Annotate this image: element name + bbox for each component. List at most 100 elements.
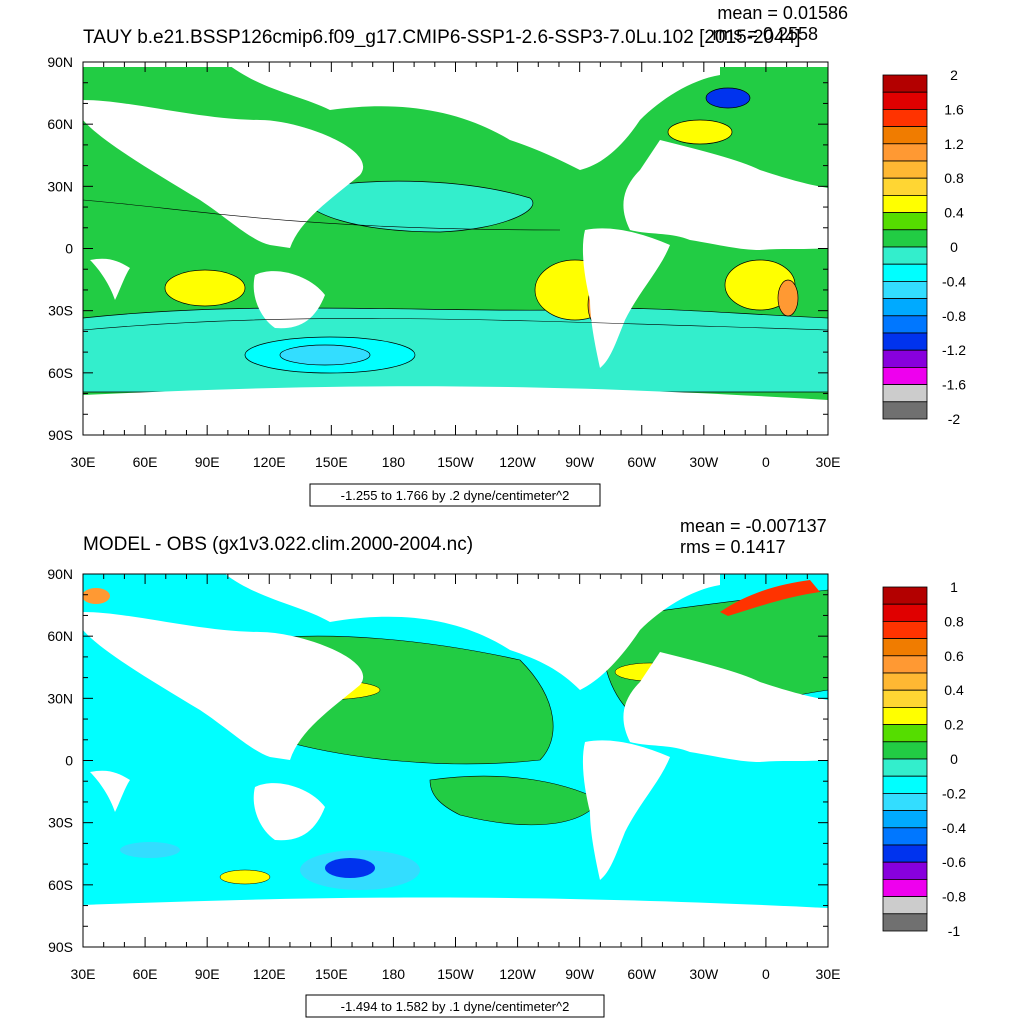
colorbar-box: [882, 143, 928, 162]
panel-1-title: TAUY b.e21.BSSP126cmip6.f09_g17.CMIP6-SS…: [83, 27, 801, 48]
panel-2-southern-core: [325, 858, 375, 878]
panel-1-labrador-low: [705, 87, 751, 109]
panel-2-indian-low: [120, 842, 180, 858]
x-tick-label: 120W: [499, 966, 536, 982]
colorbar-label: -0.8: [942, 889, 966, 905]
colorbar-box: [882, 655, 928, 674]
colorbar-box: [882, 707, 928, 726]
y-tick-label: 30N: [47, 690, 73, 706]
colorbar-label: 1.6: [944, 101, 964, 117]
x-tick-label: 150E: [315, 966, 348, 982]
x-tick-label: 30E: [816, 966, 841, 982]
colorbar-box: [882, 621, 928, 640]
colorbar-box: [882, 758, 928, 777]
y-tick-label: 90N: [47, 54, 73, 70]
panel-1-range-box: [309, 483, 601, 507]
colorbar-label: 0.6: [944, 648, 964, 664]
panel-1-north-atlantic-high: [667, 119, 733, 145]
x-tick-label: 120W: [499, 454, 536, 470]
x-tick-label: 120E: [253, 454, 286, 470]
panel-2-indian-high: [219, 869, 271, 885]
panel-1-indian-ocean-high: [164, 269, 246, 307]
y-tick-label: 60S: [48, 877, 73, 893]
panel-2-axis-ticks: 30E 60E 90E 120E 150E 180 150W 120W 90W 60W 30W 0 30…: [47, 566, 840, 982]
panel-1-southern-ocean-core: [279, 344, 371, 366]
panel-2-map: [83, 574, 828, 947]
panel-2-greenland-high: [720, 580, 820, 616]
colorbar-box: [882, 298, 928, 317]
colorbar-box: [882, 810, 928, 829]
y-tick-label: 90S: [48, 427, 73, 443]
colorbar-box: [882, 879, 928, 898]
x-tick-label: 0: [762, 966, 770, 982]
colorbar-box: [882, 212, 928, 231]
y-tick-label: 30S: [48, 815, 73, 831]
panel-2: MODEL - OBS (gx1v3.022.clim.2000-2004.nc…: [47, 516, 966, 1018]
panel-2-arctic-high: [83, 588, 110, 604]
colorbar-box: [882, 793, 928, 812]
y-tick-label: 0: [65, 753, 73, 769]
x-tick-label: 30E: [71, 454, 96, 470]
colorbar-box: [882, 126, 928, 145]
x-tick-label: 60W: [627, 454, 657, 470]
colorbar-label: -1.6: [942, 377, 966, 393]
colorbar-box: [882, 384, 928, 403]
x-tick-label: 60E: [133, 454, 158, 470]
y-tick-label: 60N: [47, 628, 73, 644]
colorbar-label: -0.4: [942, 273, 966, 289]
panel-1-map: [83, 62, 828, 435]
x-tick-label: 150E: [315, 454, 348, 470]
panel-1: TAUY b.e21.BSSP126cmip6.f09_g17.CMIP6-SS…: [47, 3, 966, 507]
colorbar-box: [882, 160, 928, 179]
colorbar-label: 2: [950, 67, 958, 83]
x-tick-label: 90W: [565, 966, 595, 982]
colorbar-label: 0: [950, 239, 958, 255]
colorbar-label: 1.2: [944, 136, 964, 152]
panel-1-land: [83, 62, 828, 435]
colorbar-label: 0.2: [944, 717, 964, 733]
panel-1-south-band: [83, 307, 828, 393]
colorbar-label: 1: [950, 579, 958, 595]
colorbar-box: [882, 366, 928, 385]
x-tick-label: 60E: [133, 966, 158, 982]
panel-2-range-box: [305, 994, 605, 1018]
colorbar-box: [882, 280, 928, 299]
panel-2-range-label: -1.494 to 1.582 by .1 dyne/centimeter^2: [341, 999, 570, 1014]
colorbar-box: [882, 91, 928, 110]
colorbar-label: 0.8: [944, 613, 964, 629]
y-tick-label: 30S: [48, 303, 73, 319]
panel-2-equatorial-band: [429, 775, 601, 826]
x-tick-label: 60W: [627, 966, 657, 982]
x-tick-label: 30W: [689, 966, 719, 982]
colorbar-box: [882, 194, 928, 213]
x-tick-label: 150W: [437, 966, 474, 982]
colorbar-box: [882, 74, 928, 93]
colorbar-label: -0.8: [942, 308, 966, 324]
panel-2-mean: mean = -0.007137: [680, 516, 827, 536]
colorbar-box: [882, 229, 928, 248]
y-tick-label: 30N: [47, 178, 73, 194]
x-tick-label: 120E: [253, 966, 286, 982]
colorbar-label: -0.4: [942, 820, 966, 836]
y-tick-label: 0: [65, 241, 73, 257]
panel-1-colorbar: 2 1.6 1.2 0.8 0.4 0 -0.4 -0.8 -1.2 -1.6 -2: [882, 67, 966, 427]
colorbar-box: [882, 315, 928, 334]
y-tick-label: 60N: [47, 116, 73, 132]
panel-2-colorbar: 1 0.8 0.6 0.4 0.2 0 -0.2 -0.4 -0.6 -0.8 -1: [882, 579, 966, 939]
x-tick-label: 30E: [816, 454, 841, 470]
colorbar-box: [882, 913, 928, 932]
panel-2-land: [83, 574, 828, 947]
colorbar-label: -0.2: [942, 785, 966, 801]
colorbar-box: [882, 332, 928, 351]
colorbar-box: [882, 741, 928, 760]
panel-1-mean: mean = 0.01586: [717, 3, 848, 23]
colorbar-box: [882, 827, 928, 846]
colorbar-label: 0: [950, 751, 958, 767]
colorbar-label: -0.6: [942, 854, 966, 870]
colorbar-box: [882, 775, 928, 794]
colorbar-box: [882, 896, 928, 915]
panel-2-title: MODEL - OBS (gx1v3.022.clim.2000-2004.nc…: [83, 534, 473, 555]
colorbar-box: [882, 638, 928, 657]
colorbar-box: [882, 689, 928, 708]
